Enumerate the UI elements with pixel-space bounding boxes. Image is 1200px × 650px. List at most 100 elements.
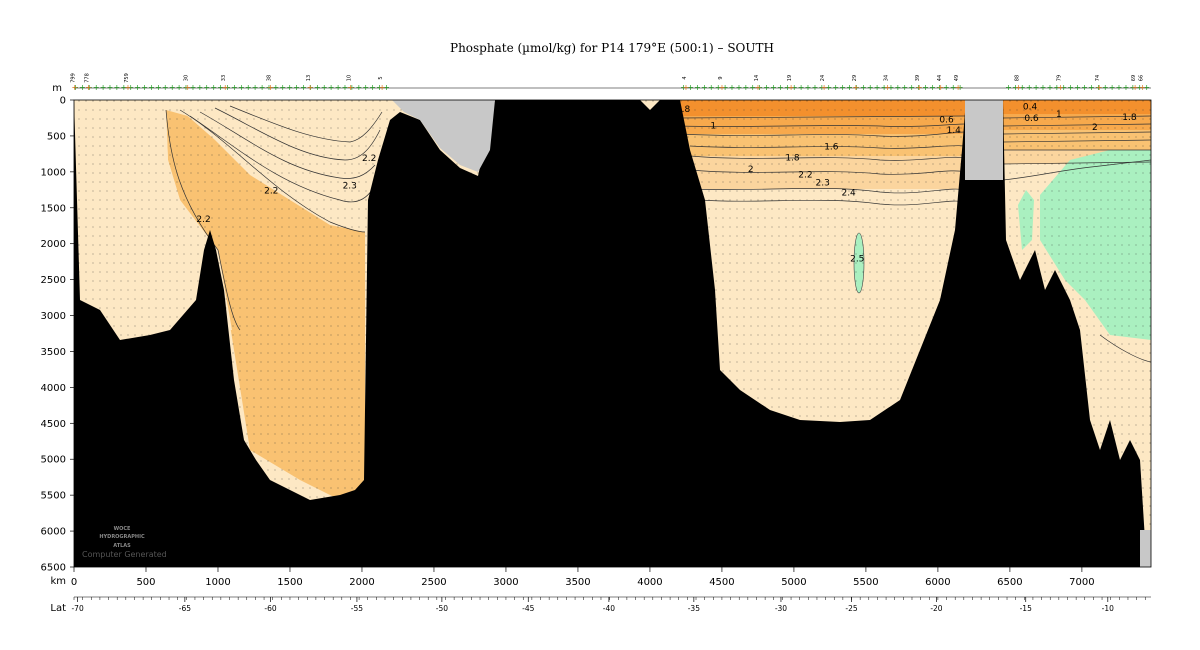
station-label: 88 xyxy=(1015,75,1021,81)
station-marker: + xyxy=(383,83,390,92)
contour-label: 2.3 xyxy=(816,178,830,188)
station-marker: + xyxy=(860,83,867,92)
station-marker: + xyxy=(120,83,127,92)
station-marker-labeled: + xyxy=(821,83,828,92)
station-marker: + xyxy=(72,83,79,92)
lat-tick-label: -40 xyxy=(603,604,615,613)
station-marker: + xyxy=(328,83,335,92)
station-marker: + xyxy=(300,83,307,92)
station-label: 74 xyxy=(1095,75,1101,81)
station-marker: + xyxy=(273,83,280,92)
station-marker-labeled: + xyxy=(1096,83,1103,92)
station-marker: + xyxy=(376,83,383,92)
station-marker: + xyxy=(100,83,107,92)
station-marker: + xyxy=(1102,83,1109,92)
distance-tick-label: 2500 xyxy=(421,577,446,588)
contour-label: 2.2 xyxy=(798,171,812,181)
distance-tick-label: 7000 xyxy=(1069,577,1094,588)
station-marker: + xyxy=(1026,83,1033,92)
station-label: 5 xyxy=(378,76,384,79)
station-marker: + xyxy=(736,83,743,92)
lat-tick-label: -70 xyxy=(71,604,83,613)
depth-tick-label: 2500 xyxy=(41,275,66,286)
station-marker: + xyxy=(908,83,915,92)
station-marker: + xyxy=(266,83,273,92)
plot-frame xyxy=(73,99,1152,568)
station-marker-labeled: + xyxy=(1132,83,1139,92)
station-marker: + xyxy=(715,83,722,92)
station-marker-labeled: + xyxy=(1139,83,1146,92)
station-marker-labeled: + xyxy=(916,83,923,92)
station-marker: + xyxy=(708,83,715,92)
station-marker: + xyxy=(321,83,328,92)
station-marker: + xyxy=(888,83,895,92)
station-label: 79 xyxy=(1056,75,1062,81)
lat-axis: -70 -65 -60 -55 -50 -45 -40 -35 -30 -25 -20 -15 -10 xyxy=(71,597,1146,613)
station-marker: + xyxy=(687,83,694,92)
distance-tick-label: 500 xyxy=(136,577,155,588)
depth-tick-label: 1500 xyxy=(41,203,66,214)
woce-logo: WOCE HYDROGRAPHIC ATLAS xyxy=(99,526,145,549)
station-marker: + xyxy=(224,83,231,92)
lat-tick-label: -35 xyxy=(688,604,700,613)
station-marker-labeled: + xyxy=(307,83,314,92)
distance-tick-label: 6500 xyxy=(997,577,1022,588)
lat-tick-label: -55 xyxy=(351,604,363,613)
station-marker: + xyxy=(114,83,121,92)
depth-tick-label: 500 xyxy=(47,131,66,142)
distance-tick-label: 1500 xyxy=(277,577,302,588)
station-marker: + xyxy=(1040,83,1047,92)
station-marker: + xyxy=(127,83,134,92)
station-marker: + xyxy=(134,83,141,92)
station-marker: + xyxy=(763,83,770,92)
station-marker: + xyxy=(335,83,342,92)
station-marker: + xyxy=(1136,83,1143,92)
svg-text:ATLAS: ATLAS xyxy=(113,543,131,549)
station-marker: + xyxy=(915,83,922,92)
no-data-zone-1 xyxy=(392,100,495,172)
lat-tick-label: -15 xyxy=(1020,604,1032,613)
contour-label: 1.4 xyxy=(947,126,962,136)
contour-lines xyxy=(165,105,1151,363)
contour-label: 2.2 xyxy=(362,154,376,164)
station-label: 33 xyxy=(221,75,227,81)
plot-area: 2.22.22.32.2.811.81.622.22.32.42.50.61.4… xyxy=(74,100,1151,567)
bathymetry xyxy=(74,100,1151,567)
station-label: 30 xyxy=(184,75,190,81)
contour-label: 2.5 xyxy=(850,255,864,265)
station-marker-labeled: + xyxy=(755,83,762,92)
station-marker: + xyxy=(722,83,729,92)
station-label: 69 xyxy=(1131,75,1137,81)
station-marker: + xyxy=(1053,83,1060,92)
station-label: 24 xyxy=(820,75,826,81)
station-marker: + xyxy=(805,83,812,92)
station-marker: + xyxy=(342,83,349,92)
contour-label: 0.4 xyxy=(1023,102,1038,112)
lat-axis-label: Lat xyxy=(50,603,66,614)
station-marker-labeled: + xyxy=(955,83,962,92)
station-label: 4 xyxy=(682,76,688,79)
station-marker-labeled: + xyxy=(937,83,944,92)
station-label: 66 xyxy=(1138,75,1144,81)
station-marker: + xyxy=(293,83,300,92)
station-marker: + xyxy=(190,83,197,92)
station-label: 19 xyxy=(787,75,793,81)
lat-tick-label: -20 xyxy=(930,604,942,613)
station-label: 778 xyxy=(84,73,90,83)
station-marker: + xyxy=(825,83,832,92)
contour-label: 2.2 xyxy=(196,215,210,225)
station-label: 14 xyxy=(754,75,760,81)
station-label: 10 xyxy=(346,75,352,81)
contour-label: 0.6 xyxy=(1024,114,1039,124)
station-marker: + xyxy=(839,83,846,92)
station-marker: + xyxy=(756,83,763,92)
depth-tick-label: 4000 xyxy=(41,383,66,394)
station-marker-labeled: + xyxy=(222,83,229,92)
station-label: 39 xyxy=(915,75,921,81)
distance-axis: 0 500 1000 1500 2000 2500 3000 3500 4000 4500 5000… xyxy=(71,567,1095,588)
station-marker: + xyxy=(286,83,293,92)
station-marker: + xyxy=(770,83,777,92)
depth-axis: 0 500 1000 1500 2000 2500 3000 3500 4000 4500 5000… xyxy=(41,96,74,574)
station-marker: + xyxy=(1047,83,1054,92)
station-marker: + xyxy=(1005,83,1012,92)
